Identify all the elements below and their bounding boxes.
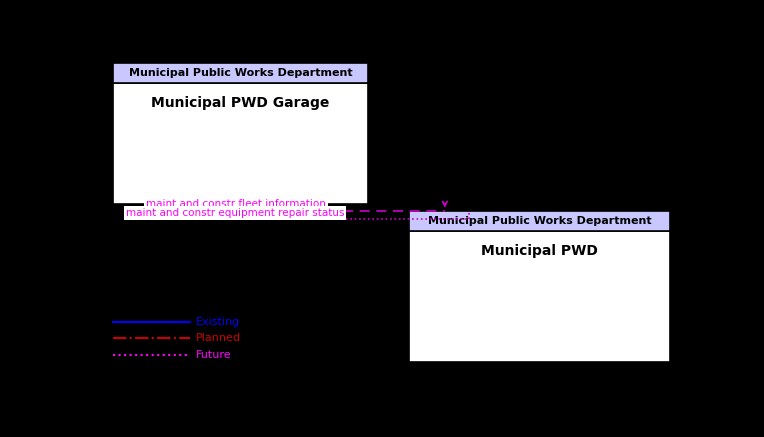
- Text: Existing: Existing: [196, 317, 241, 326]
- Text: Municipal PWD: Municipal PWD: [481, 244, 598, 258]
- Text: Municipal PWD Garage: Municipal PWD Garage: [151, 96, 330, 110]
- Text: Municipal Public Works Department: Municipal Public Works Department: [428, 216, 652, 225]
- Text: Future: Future: [196, 350, 231, 360]
- Text: Planned: Planned: [196, 333, 241, 343]
- Bar: [410, 211, 670, 231]
- Text: Municipal Public Works Department: Municipal Public Works Department: [129, 68, 352, 78]
- Text: maint and constr equipment repair status: maint and constr equipment repair status: [126, 208, 345, 218]
- Bar: [113, 83, 368, 204]
- Bar: [113, 62, 368, 83]
- Bar: [410, 231, 670, 362]
- Text: maint and constr fleet information: maint and constr fleet information: [146, 199, 325, 209]
